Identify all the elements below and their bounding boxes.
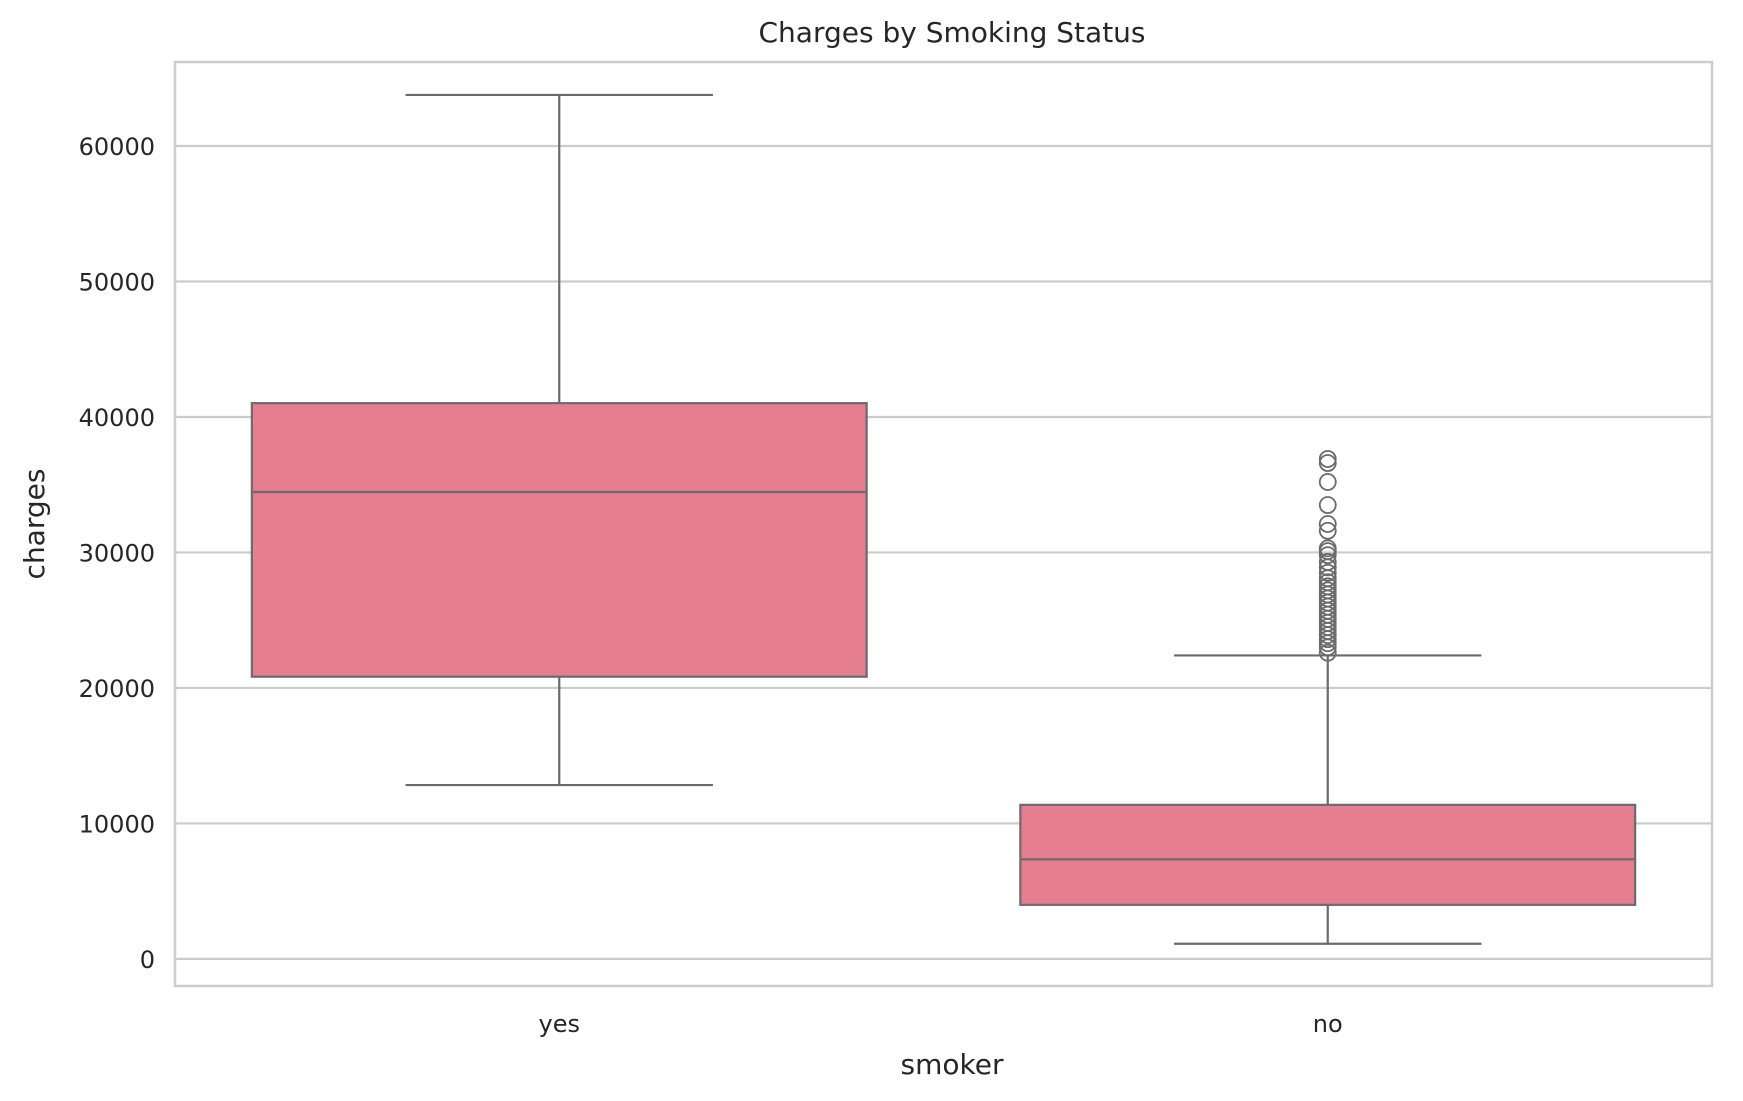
y-tick-label: 50000 xyxy=(79,268,155,296)
y-tick-label: 0 xyxy=(140,946,155,974)
y-tick-label: 60000 xyxy=(79,133,155,161)
plot-frame xyxy=(173,60,1714,988)
outlier-point xyxy=(1318,539,1337,558)
outlier-point xyxy=(1318,577,1337,596)
y-tick-label: 40000 xyxy=(79,404,155,432)
outlier-point xyxy=(1318,515,1337,533)
box-iqr xyxy=(1019,803,1637,906)
outlier-point xyxy=(1318,473,1337,491)
y-tick-label: 30000 xyxy=(79,539,155,567)
outlier-point xyxy=(1318,581,1337,600)
box-group-no xyxy=(1019,450,1637,945)
y-tick-label: 20000 xyxy=(79,675,155,703)
outlier-point xyxy=(1318,563,1337,582)
outlier-point xyxy=(1318,450,1337,468)
box-iqr xyxy=(250,402,868,678)
outlier-point xyxy=(1318,496,1337,514)
y-tick-label: 10000 xyxy=(79,810,155,838)
outlier-point xyxy=(1318,643,1337,662)
x-axis-title: smoker xyxy=(901,1048,1004,1081)
outlier-point xyxy=(1318,454,1337,472)
outlier-point xyxy=(1318,546,1337,565)
outlier-point xyxy=(1318,553,1337,571)
y-tick-labels: 0 10000 20000 30000 40000 50000 60000 xyxy=(79,133,155,974)
box-layer xyxy=(250,93,1637,945)
outlier-point xyxy=(1318,521,1337,540)
box-group-yes xyxy=(250,93,868,787)
outlier-point xyxy=(1318,573,1337,592)
x-tick-labels: yes no xyxy=(539,1010,1343,1038)
x-tick-label: yes xyxy=(539,1010,580,1038)
y-axis-title: charges xyxy=(18,469,51,580)
chart-title: Charges by Smoking Status xyxy=(758,16,1145,49)
x-tick-label: no xyxy=(1313,1010,1343,1038)
